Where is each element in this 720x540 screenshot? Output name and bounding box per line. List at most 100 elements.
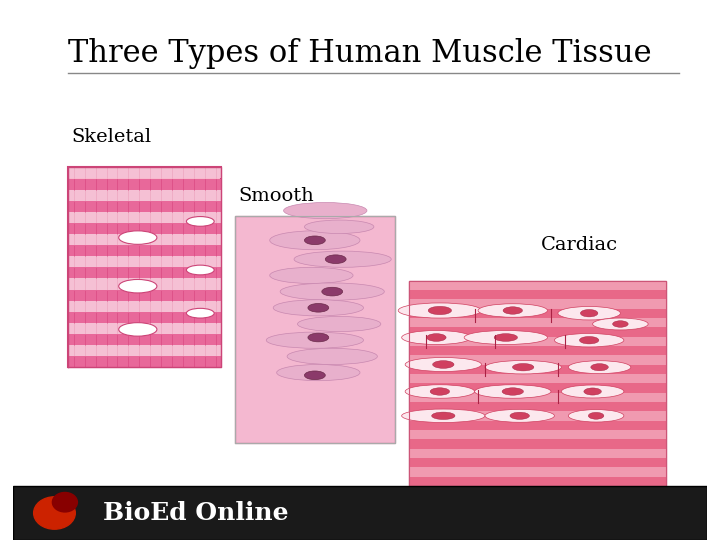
Text: BioEd Online: BioEd Online (103, 501, 289, 525)
Ellipse shape (588, 413, 604, 419)
Ellipse shape (433, 361, 454, 368)
FancyBboxPatch shape (409, 290, 665, 300)
Ellipse shape (568, 361, 631, 374)
Ellipse shape (502, 388, 523, 395)
Text: Skeletal: Skeletal (72, 128, 152, 146)
Ellipse shape (568, 409, 624, 422)
Ellipse shape (591, 363, 608, 371)
FancyBboxPatch shape (68, 167, 221, 367)
FancyBboxPatch shape (409, 309, 665, 318)
Ellipse shape (402, 330, 471, 345)
Ellipse shape (427, 334, 446, 341)
Ellipse shape (398, 303, 482, 318)
FancyBboxPatch shape (409, 467, 665, 477)
Ellipse shape (478, 303, 547, 317)
Ellipse shape (513, 363, 534, 371)
Ellipse shape (308, 303, 329, 312)
FancyBboxPatch shape (68, 212, 221, 223)
Ellipse shape (558, 307, 621, 320)
Ellipse shape (287, 348, 377, 364)
FancyBboxPatch shape (68, 201, 221, 212)
Ellipse shape (613, 321, 628, 327)
Ellipse shape (276, 364, 360, 381)
Ellipse shape (430, 388, 449, 395)
FancyBboxPatch shape (235, 216, 395, 443)
FancyBboxPatch shape (409, 281, 665, 486)
Ellipse shape (405, 384, 474, 399)
FancyBboxPatch shape (68, 223, 221, 234)
Circle shape (53, 492, 77, 512)
FancyBboxPatch shape (409, 327, 665, 337)
Ellipse shape (305, 371, 325, 380)
Ellipse shape (119, 231, 157, 244)
Ellipse shape (428, 306, 451, 315)
FancyBboxPatch shape (68, 234, 221, 245)
Ellipse shape (284, 202, 367, 219)
FancyBboxPatch shape (68, 256, 221, 267)
FancyBboxPatch shape (409, 364, 665, 374)
Ellipse shape (186, 308, 214, 318)
Ellipse shape (474, 384, 551, 399)
Text: Smooth: Smooth (238, 187, 314, 205)
Ellipse shape (325, 255, 346, 264)
FancyBboxPatch shape (409, 449, 665, 458)
FancyBboxPatch shape (68, 345, 221, 356)
FancyBboxPatch shape (409, 477, 665, 486)
FancyBboxPatch shape (68, 267, 221, 279)
FancyBboxPatch shape (409, 458, 665, 467)
Ellipse shape (270, 267, 353, 284)
FancyBboxPatch shape (68, 179, 221, 190)
Circle shape (34, 497, 76, 529)
FancyBboxPatch shape (68, 356, 221, 367)
FancyBboxPatch shape (409, 402, 665, 411)
FancyBboxPatch shape (409, 440, 665, 449)
FancyBboxPatch shape (409, 430, 665, 440)
Ellipse shape (494, 334, 518, 341)
Ellipse shape (119, 322, 157, 336)
Ellipse shape (432, 412, 455, 420)
Ellipse shape (593, 318, 648, 330)
FancyBboxPatch shape (68, 167, 221, 179)
Ellipse shape (273, 300, 364, 316)
FancyBboxPatch shape (68, 323, 221, 334)
FancyBboxPatch shape (13, 486, 707, 540)
FancyBboxPatch shape (409, 337, 665, 346)
FancyBboxPatch shape (409, 281, 665, 290)
FancyBboxPatch shape (409, 346, 665, 355)
Ellipse shape (405, 357, 482, 372)
FancyBboxPatch shape (409, 421, 665, 430)
FancyBboxPatch shape (68, 190, 221, 201)
FancyBboxPatch shape (68, 312, 221, 323)
Ellipse shape (294, 251, 391, 267)
Text: Cardiac: Cardiac (541, 236, 618, 254)
Ellipse shape (485, 409, 554, 422)
FancyBboxPatch shape (409, 374, 665, 383)
FancyBboxPatch shape (68, 289, 221, 301)
FancyBboxPatch shape (68, 334, 221, 345)
Ellipse shape (554, 333, 624, 347)
Ellipse shape (186, 217, 214, 226)
Ellipse shape (584, 388, 601, 395)
FancyBboxPatch shape (409, 383, 665, 393)
FancyBboxPatch shape (409, 411, 665, 421)
FancyBboxPatch shape (409, 300, 665, 309)
Ellipse shape (464, 330, 547, 345)
Text: Three Types of Human Muscle Tissue: Three Types of Human Muscle Tissue (68, 38, 652, 69)
Ellipse shape (485, 361, 562, 374)
Ellipse shape (305, 236, 325, 245)
Ellipse shape (270, 231, 360, 249)
Ellipse shape (562, 385, 624, 398)
Ellipse shape (186, 265, 214, 275)
Ellipse shape (322, 287, 343, 296)
FancyBboxPatch shape (409, 318, 665, 327)
Ellipse shape (297, 316, 381, 332)
FancyBboxPatch shape (68, 279, 221, 289)
FancyBboxPatch shape (409, 355, 665, 364)
Ellipse shape (280, 283, 384, 300)
FancyBboxPatch shape (409, 393, 665, 402)
Ellipse shape (580, 309, 598, 317)
Ellipse shape (266, 332, 364, 348)
Ellipse shape (308, 333, 329, 342)
Ellipse shape (510, 412, 529, 420)
Ellipse shape (305, 220, 374, 233)
